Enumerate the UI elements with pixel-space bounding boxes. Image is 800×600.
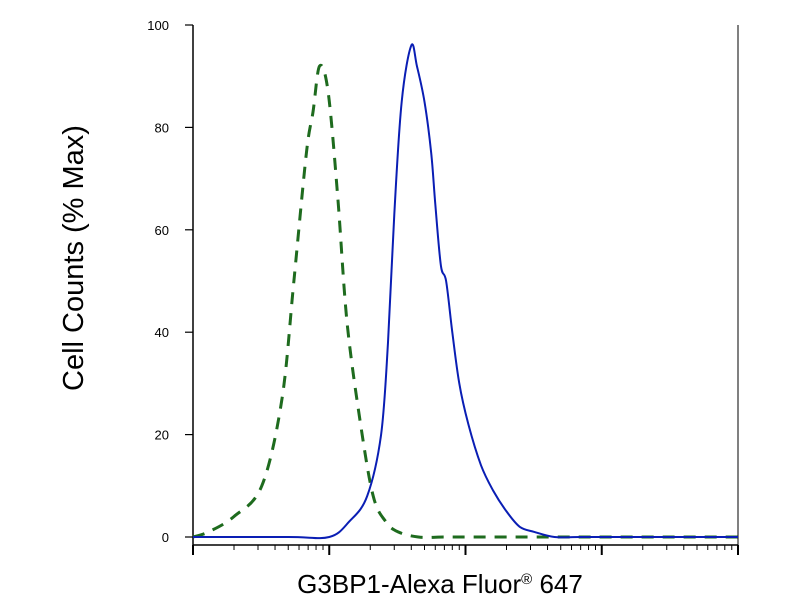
y-tick-label-60: 60 xyxy=(155,223,169,238)
x-axis-title: G3BP1-Alexa Fluor® 647 xyxy=(297,569,583,599)
y-tick-label-20: 20 xyxy=(155,428,169,443)
y-tick-label-0: 0 xyxy=(162,530,169,545)
y-tick-label-80: 80 xyxy=(155,120,169,135)
y-tick-label-100: 100 xyxy=(147,18,169,33)
series-layer xyxy=(192,43,738,540)
plot-frame xyxy=(192,25,739,546)
x-axis-ticks xyxy=(192,545,739,555)
stained-histogram-line xyxy=(193,43,738,540)
y-axis-title: Cell Counts (% Max) xyxy=(58,125,90,391)
y-tick-label-40: 40 xyxy=(155,325,169,340)
control-histogram-line xyxy=(192,63,738,539)
x-axis-title-suffix: 647 xyxy=(532,569,583,599)
y-axis-ticks: 0 20 40 60 80 100 xyxy=(147,18,193,545)
registered-mark: ® xyxy=(521,571,532,588)
x-axis-title-main: G3BP1-Alexa Fluor xyxy=(297,569,521,599)
